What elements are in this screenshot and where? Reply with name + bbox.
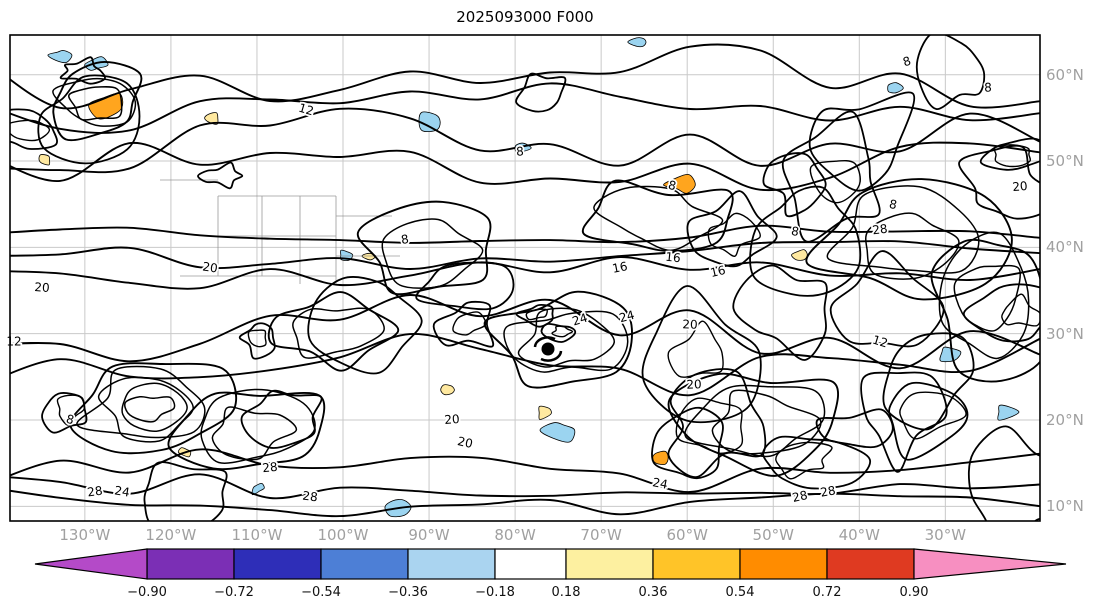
contour-label: 28 — [872, 222, 889, 238]
colorbar-tick-label: 0.54 — [725, 585, 755, 600]
colorbar-tick-label: −0.18 — [475, 585, 515, 600]
colorbar-segment — [739, 548, 828, 580]
lat-tick-label: 40°N — [1046, 238, 1084, 257]
contour-label: 12 — [871, 333, 890, 351]
colorbar-segment — [826, 548, 915, 580]
anomaly-patch — [204, 112, 219, 125]
anomaly-patch — [997, 404, 1020, 421]
contour-label: 24 — [113, 483, 130, 499]
lon-tick-label: 90°W — [408, 526, 450, 544]
colorbar-segment — [652, 548, 741, 580]
lat-tick-label: 30°N — [1046, 324, 1084, 343]
lon-tick-label: 80°W — [494, 526, 536, 544]
colorbar-tick-label: 0.18 — [551, 585, 581, 600]
contour-label: 20 — [444, 412, 460, 427]
contour-label: 16 — [611, 259, 629, 276]
colorbar-segment — [320, 548, 409, 580]
lat-tick-label: 50°N — [1046, 152, 1084, 171]
anomaly-patch — [538, 405, 552, 420]
colorbar-arrow-right-icon — [913, 548, 1067, 580]
colorbar-tick-label: −0.54 — [301, 585, 341, 600]
chart-title: 2025093000 F000 — [456, 8, 594, 26]
storm-icon — [533, 336, 563, 362]
contour-label: 16 — [709, 263, 727, 280]
colorbar-segment — [407, 548, 496, 580]
contour-label: 20 — [202, 260, 219, 276]
contour-label: 28 — [819, 483, 836, 499]
contour-label: 8 — [984, 80, 992, 94]
contour-label: 24 — [651, 475, 669, 492]
colorbar — [34, 548, 1067, 580]
contour-label: 28 — [262, 460, 279, 476]
anomaly-patch — [440, 384, 455, 396]
anomaly-patch — [38, 154, 51, 166]
anomaly-patch — [652, 450, 669, 466]
contour-label: 8 — [516, 144, 524, 158]
contour-label: 8 — [400, 232, 410, 247]
contour-label: 20 — [686, 377, 702, 392]
contour-label: 12 — [6, 335, 21, 349]
contour-label: 28 — [791, 488, 809, 505]
anomaly-patch — [418, 111, 441, 133]
lon-tick-label: 60°W — [666, 526, 708, 544]
contour-label: 12 — [297, 101, 316, 119]
lat-tick-label: 60°N — [1046, 65, 1084, 84]
contour-label: 28 — [302, 489, 319, 505]
lon-tick-label: 100°W — [317, 526, 369, 544]
lat-tick-label: 20°N — [1046, 411, 1084, 429]
colorbar-tick-label: −0.36 — [388, 585, 428, 600]
anomaly-patch — [251, 482, 265, 496]
lon-tick-label: 30°W — [924, 526, 967, 544]
contour-lines — [10, 35, 1040, 521]
colorbar-tick-label: 0.90 — [899, 585, 929, 600]
contour-label: 24 — [571, 311, 590, 329]
map-border — [9, 34, 1041, 522]
state-borders — [160, 179, 400, 284]
colorbar-segment — [565, 548, 654, 580]
contour-label: 28 — [86, 484, 103, 500]
anomaly-patch — [887, 82, 904, 94]
colorbar-arrow-left-icon — [34, 548, 148, 580]
lat-tick-label: 10°N — [1046, 497, 1084, 516]
lon-tick-label: 130°W — [59, 526, 111, 544]
lon-tick-label: 120°W — [145, 526, 197, 544]
contour-label: 8 — [901, 54, 913, 70]
contour-label: 20 — [34, 280, 50, 295]
colorbar-tick-label: 0.72 — [812, 585, 842, 600]
contour-label: 8 — [790, 224, 800, 239]
colorbar-tick-label: 0.36 — [638, 585, 668, 600]
contour-label: 20 — [456, 434, 474, 451]
contour-label: 16 — [665, 250, 682, 266]
anomaly-patch — [791, 249, 808, 261]
anomaly-patch — [47, 49, 73, 64]
contour-label: 20 — [1012, 179, 1028, 194]
lon-tick-label: 40°W — [838, 526, 881, 544]
anomaly-patch — [627, 37, 647, 48]
lon-tick-label: 110°W — [231, 526, 283, 544]
contour-label: 20 — [682, 317, 698, 332]
colorbar-tick-label: −0.90 — [127, 585, 167, 600]
anomaly-patch — [539, 422, 576, 443]
contour-label: 24 — [618, 308, 636, 325]
contour-label: 8 — [888, 197, 898, 212]
lon-tick-label: 50°W — [752, 526, 794, 544]
anomaly-patch — [939, 346, 962, 363]
lon-tick-label: 70°W — [580, 526, 622, 544]
colorbar-segment — [233, 548, 322, 580]
colorbar-segment — [494, 548, 567, 580]
colorbar-segment — [146, 548, 235, 580]
colorbar-tick-label: −0.72 — [214, 585, 254, 600]
